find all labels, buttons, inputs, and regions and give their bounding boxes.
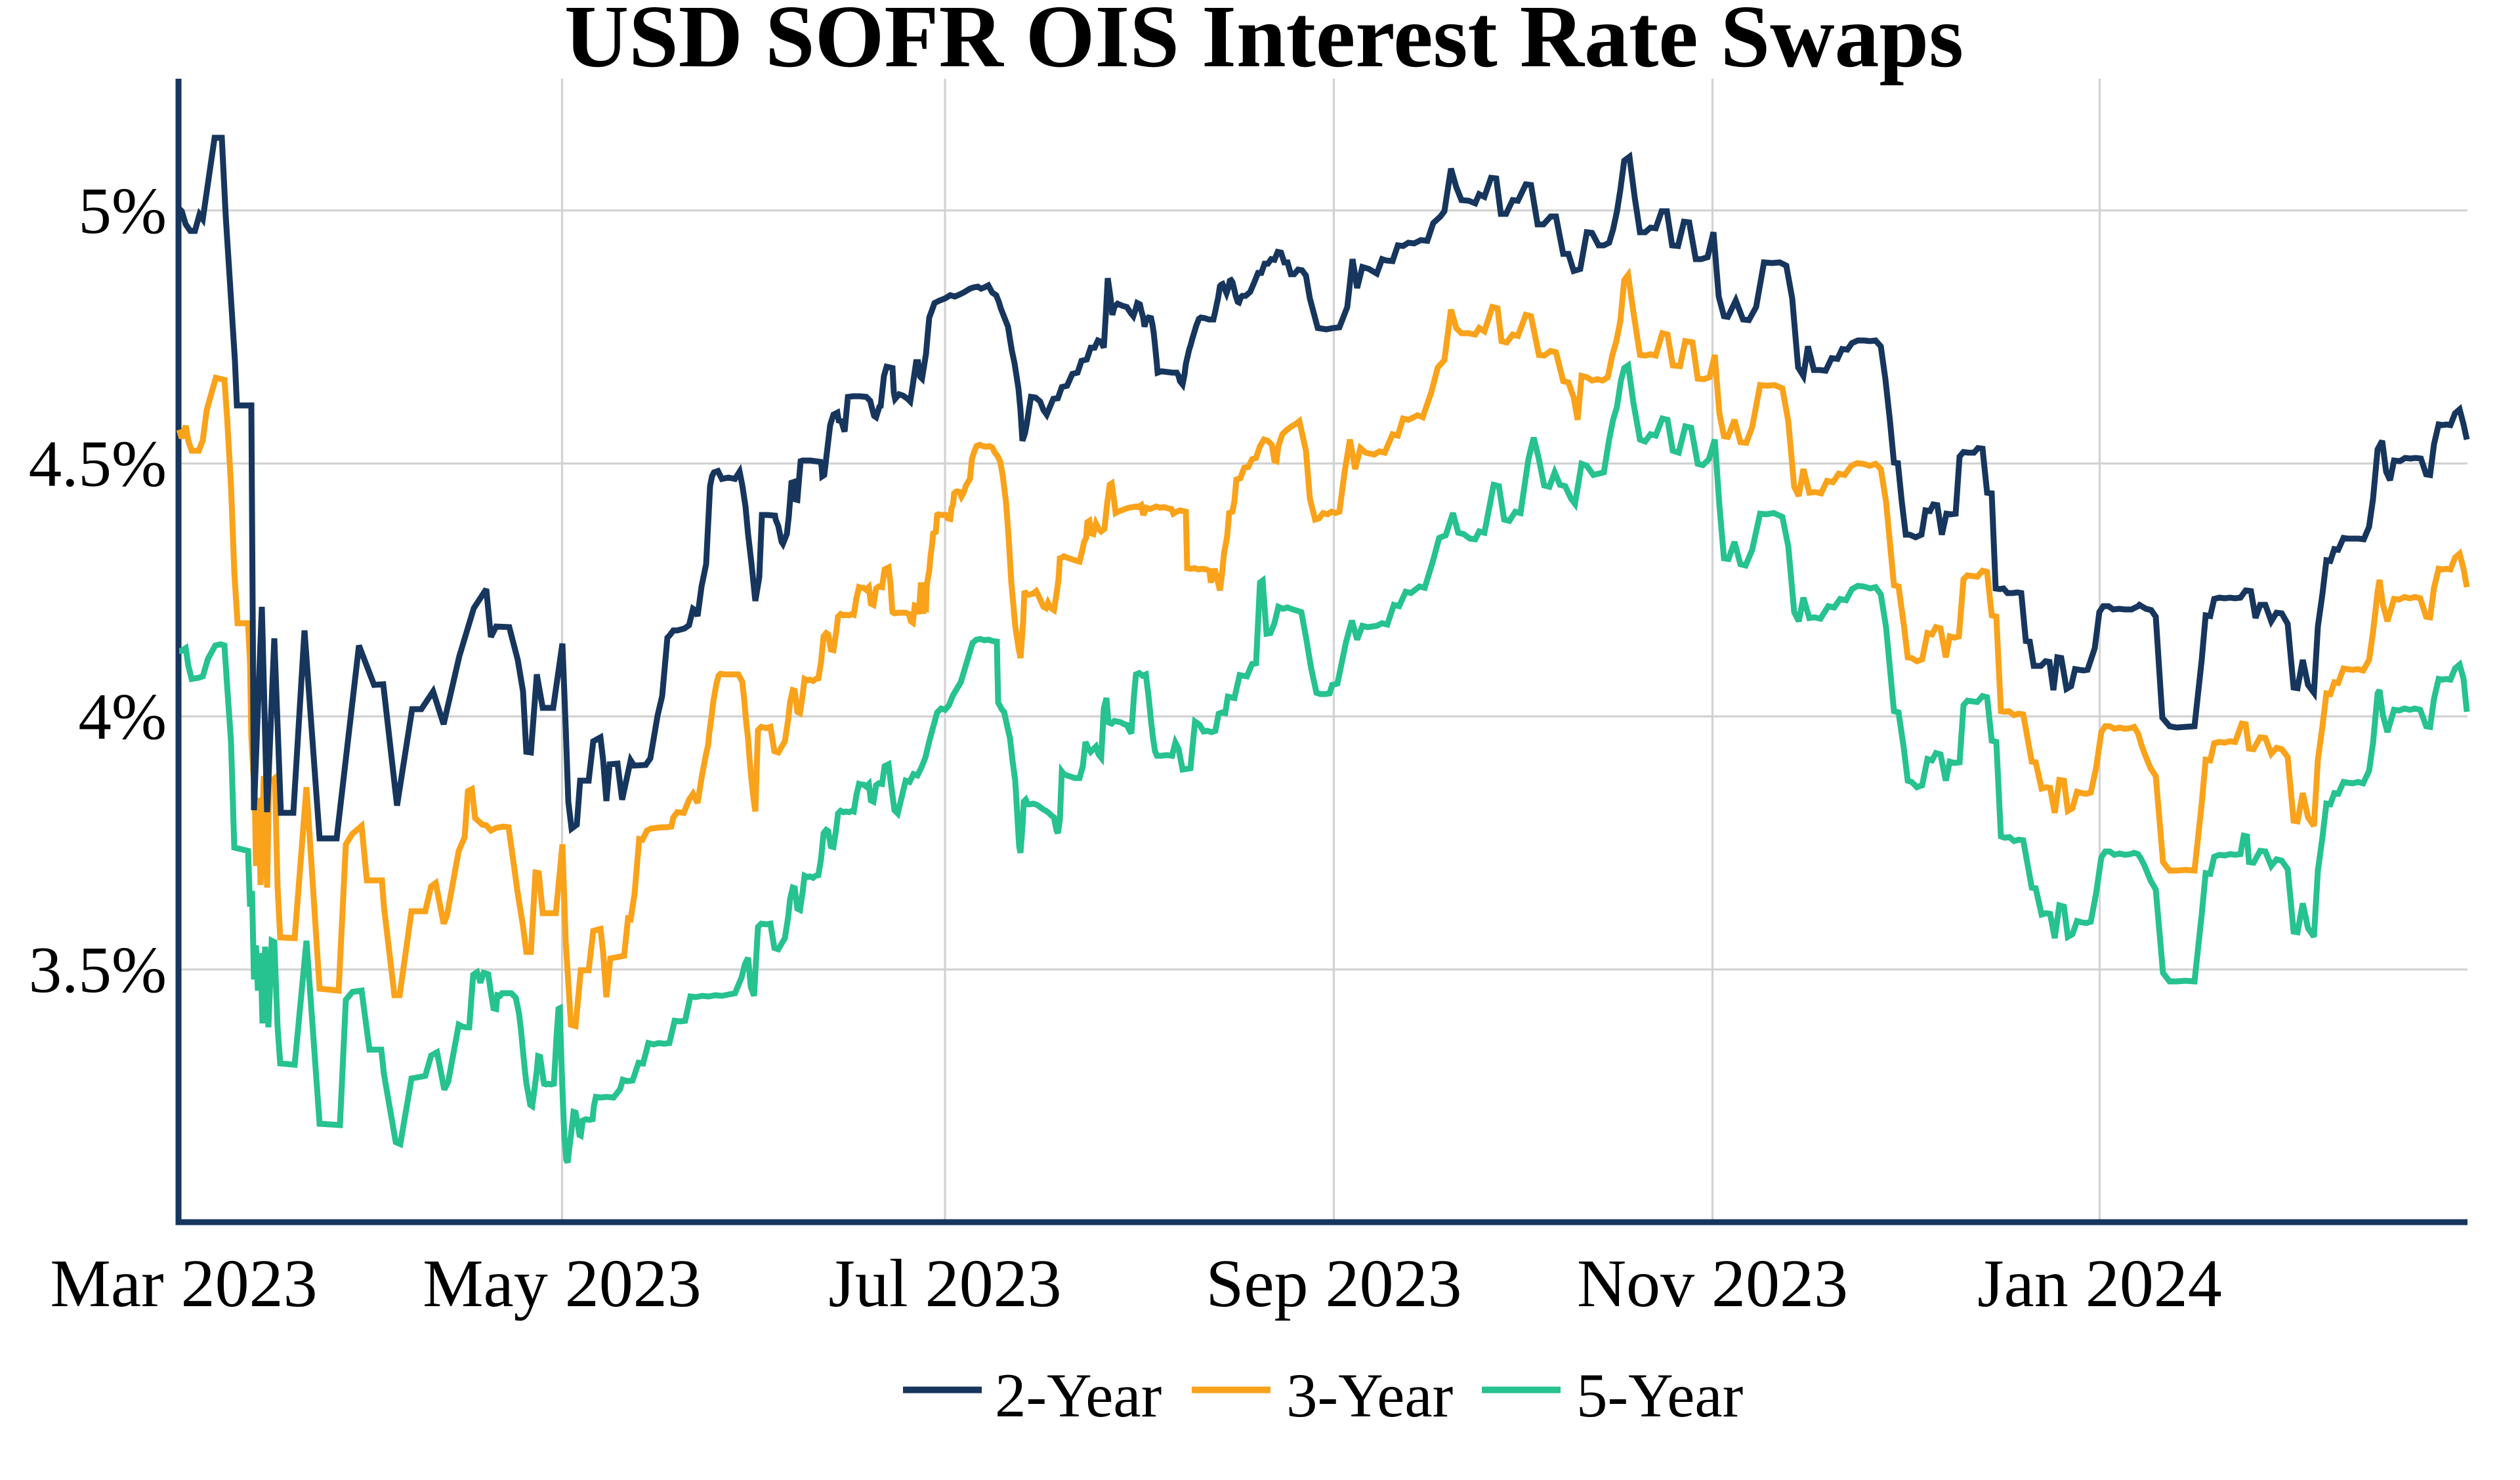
svg-text:3.5%: 3.5%: [29, 933, 167, 1006]
svg-text:3-Year: 3-Year: [1286, 1361, 1453, 1430]
svg-text:2-Year: 2-Year: [995, 1361, 1162, 1430]
svg-text:May 2023: May 2023: [423, 1246, 702, 1321]
svg-text:Sep 2023: Sep 2023: [1206, 1246, 1462, 1321]
svg-text:Nov 2023: Nov 2023: [1577, 1246, 1848, 1321]
svg-text:Jul 2023: Jul 2023: [828, 1246, 1061, 1321]
svg-text:5-Year: 5-Year: [1576, 1361, 1743, 1430]
svg-text:5%: 5%: [78, 174, 167, 247]
svg-text:4.5%: 4.5%: [29, 427, 167, 501]
svg-text:4%: 4%: [78, 680, 167, 753]
svg-text:Mar 2023: Mar 2023: [50, 1246, 317, 1321]
svg-text:USD SOFR OIS Interest Rate Swa: USD SOFR OIS Interest Rate Swaps: [564, 0, 1964, 86]
svg-text:Jan 2024: Jan 2024: [1977, 1246, 2222, 1321]
